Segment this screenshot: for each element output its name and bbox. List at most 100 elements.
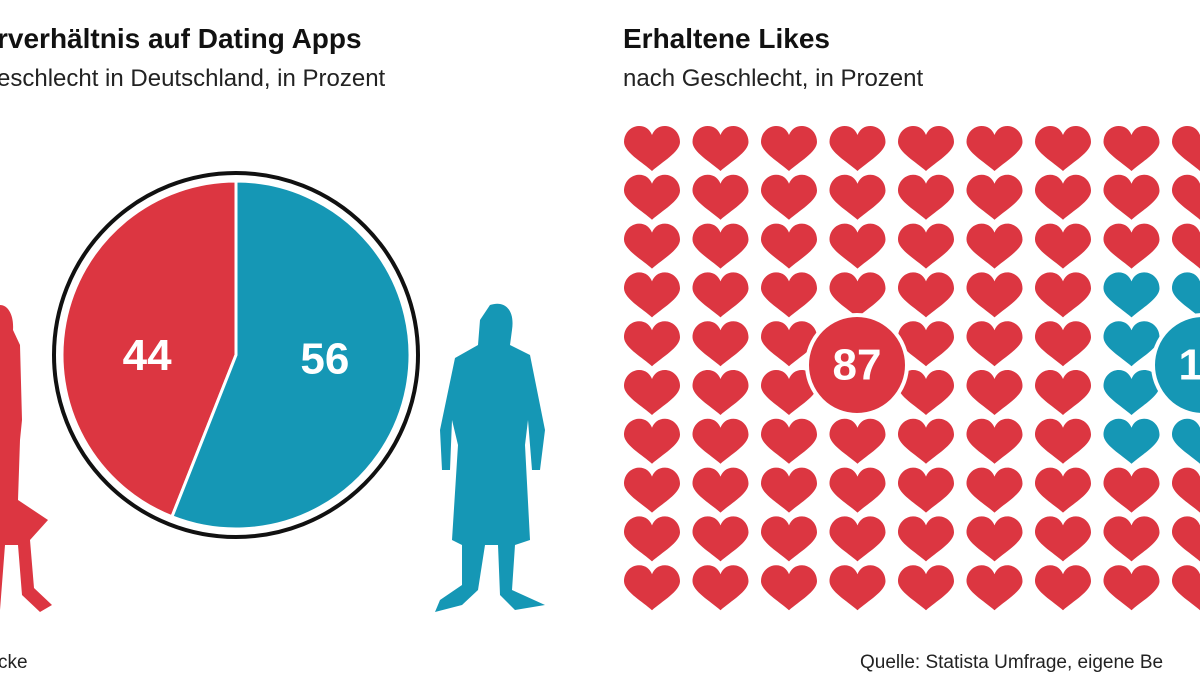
- heart: [966, 418, 1023, 464]
- heart: [1172, 565, 1200, 611]
- heart: [1172, 467, 1200, 513]
- heart: [1035, 516, 1091, 562]
- heart: [761, 370, 817, 415]
- heart: [624, 272, 680, 318]
- heart: [1172, 174, 1200, 220]
- heart: [829, 467, 886, 513]
- heart: [1035, 223, 1091, 269]
- heart: [1035, 370, 1091, 415]
- heart: [624, 223, 680, 269]
- heart: [1172, 418, 1200, 464]
- footer-left: cke: [0, 652, 28, 673]
- heart: [761, 126, 817, 171]
- heart: [692, 174, 749, 220]
- value-badge: [1151, 313, 1200, 417]
- heart: [966, 272, 1023, 318]
- heart: [692, 370, 749, 415]
- heart: [966, 174, 1023, 220]
- heart: [1103, 418, 1160, 464]
- heart: [829, 126, 886, 171]
- heart: [898, 516, 954, 562]
- heart: [966, 223, 1023, 269]
- pie-title: rverhältnis auf Dating Apps: [0, 23, 362, 54]
- heart: [1035, 272, 1091, 318]
- heart: [829, 223, 886, 269]
- heart: [829, 174, 886, 220]
- heart: [1103, 272, 1160, 318]
- heart: [966, 321, 1023, 367]
- value-badge: [805, 313, 909, 417]
- badge-label: 87: [833, 341, 882, 390]
- heart: [1035, 418, 1091, 464]
- heart: [1035, 565, 1091, 611]
- heart: [829, 418, 886, 464]
- heart: [1035, 321, 1091, 367]
- heart: [966, 565, 1023, 611]
- heart: [692, 223, 749, 269]
- heart: [898, 370, 954, 415]
- heart: [829, 565, 886, 611]
- pie-slice: [169, 179, 412, 531]
- heart: [761, 565, 817, 611]
- heart: [1103, 321, 1160, 367]
- heart: [624, 370, 680, 415]
- heart: [829, 516, 886, 562]
- heart: [624, 418, 680, 464]
- heart: [761, 467, 817, 513]
- woman-silhouette: [0, 305, 52, 612]
- heart: [1035, 467, 1091, 513]
- heart: [1103, 565, 1160, 611]
- heart: [966, 516, 1023, 562]
- heart: [898, 467, 954, 513]
- source: Quelle: Statista Umfrage, eigene Be: [860, 652, 1163, 673]
- heart: [1103, 370, 1160, 415]
- heart: [898, 565, 954, 611]
- heart: [761, 223, 817, 269]
- heart: [692, 467, 749, 513]
- heart: [692, 516, 749, 562]
- heart: [1172, 223, 1200, 269]
- heart: [624, 321, 680, 367]
- heart: [898, 272, 954, 318]
- heart: [692, 565, 749, 611]
- heart: [1035, 126, 1091, 171]
- heart: [1103, 467, 1160, 513]
- heart: [898, 223, 954, 269]
- heart: [1103, 174, 1160, 220]
- slice-label: 56: [300, 334, 349, 383]
- heart: [692, 126, 749, 171]
- heart: [898, 321, 954, 367]
- heart: [966, 126, 1023, 171]
- heart: [1035, 174, 1091, 220]
- heart: [692, 418, 749, 464]
- waffle-subtitle: nach Geschlecht, in Prozent: [623, 65, 923, 92]
- heart: [692, 272, 749, 318]
- heart: [898, 126, 954, 171]
- heart: [966, 370, 1023, 415]
- heart: [1103, 223, 1160, 269]
- heart: [761, 516, 817, 562]
- heart: [898, 174, 954, 220]
- waffle-title: Erhaltene Likes: [623, 23, 830, 54]
- heart: [624, 467, 680, 513]
- pie-subtitle: eschlecht in Deutschland, in Prozent: [0, 65, 386, 92]
- pie-slice: [60, 179, 238, 519]
- badge-label: 13: [1179, 341, 1200, 390]
- heart: [1172, 516, 1200, 562]
- heart: [624, 565, 680, 611]
- heart: [829, 272, 886, 318]
- man-silhouette: [435, 303, 545, 612]
- heart: [1103, 126, 1160, 171]
- heart: [1103, 516, 1160, 562]
- heart: [761, 321, 817, 367]
- heart: [761, 418, 817, 464]
- heart: [898, 418, 954, 464]
- heart: [761, 272, 817, 318]
- heart: [692, 321, 749, 367]
- heart: [1172, 126, 1200, 171]
- heart: [761, 174, 817, 220]
- heart: [1172, 272, 1200, 318]
- heart: [624, 516, 680, 562]
- slice-label: 44: [123, 331, 172, 380]
